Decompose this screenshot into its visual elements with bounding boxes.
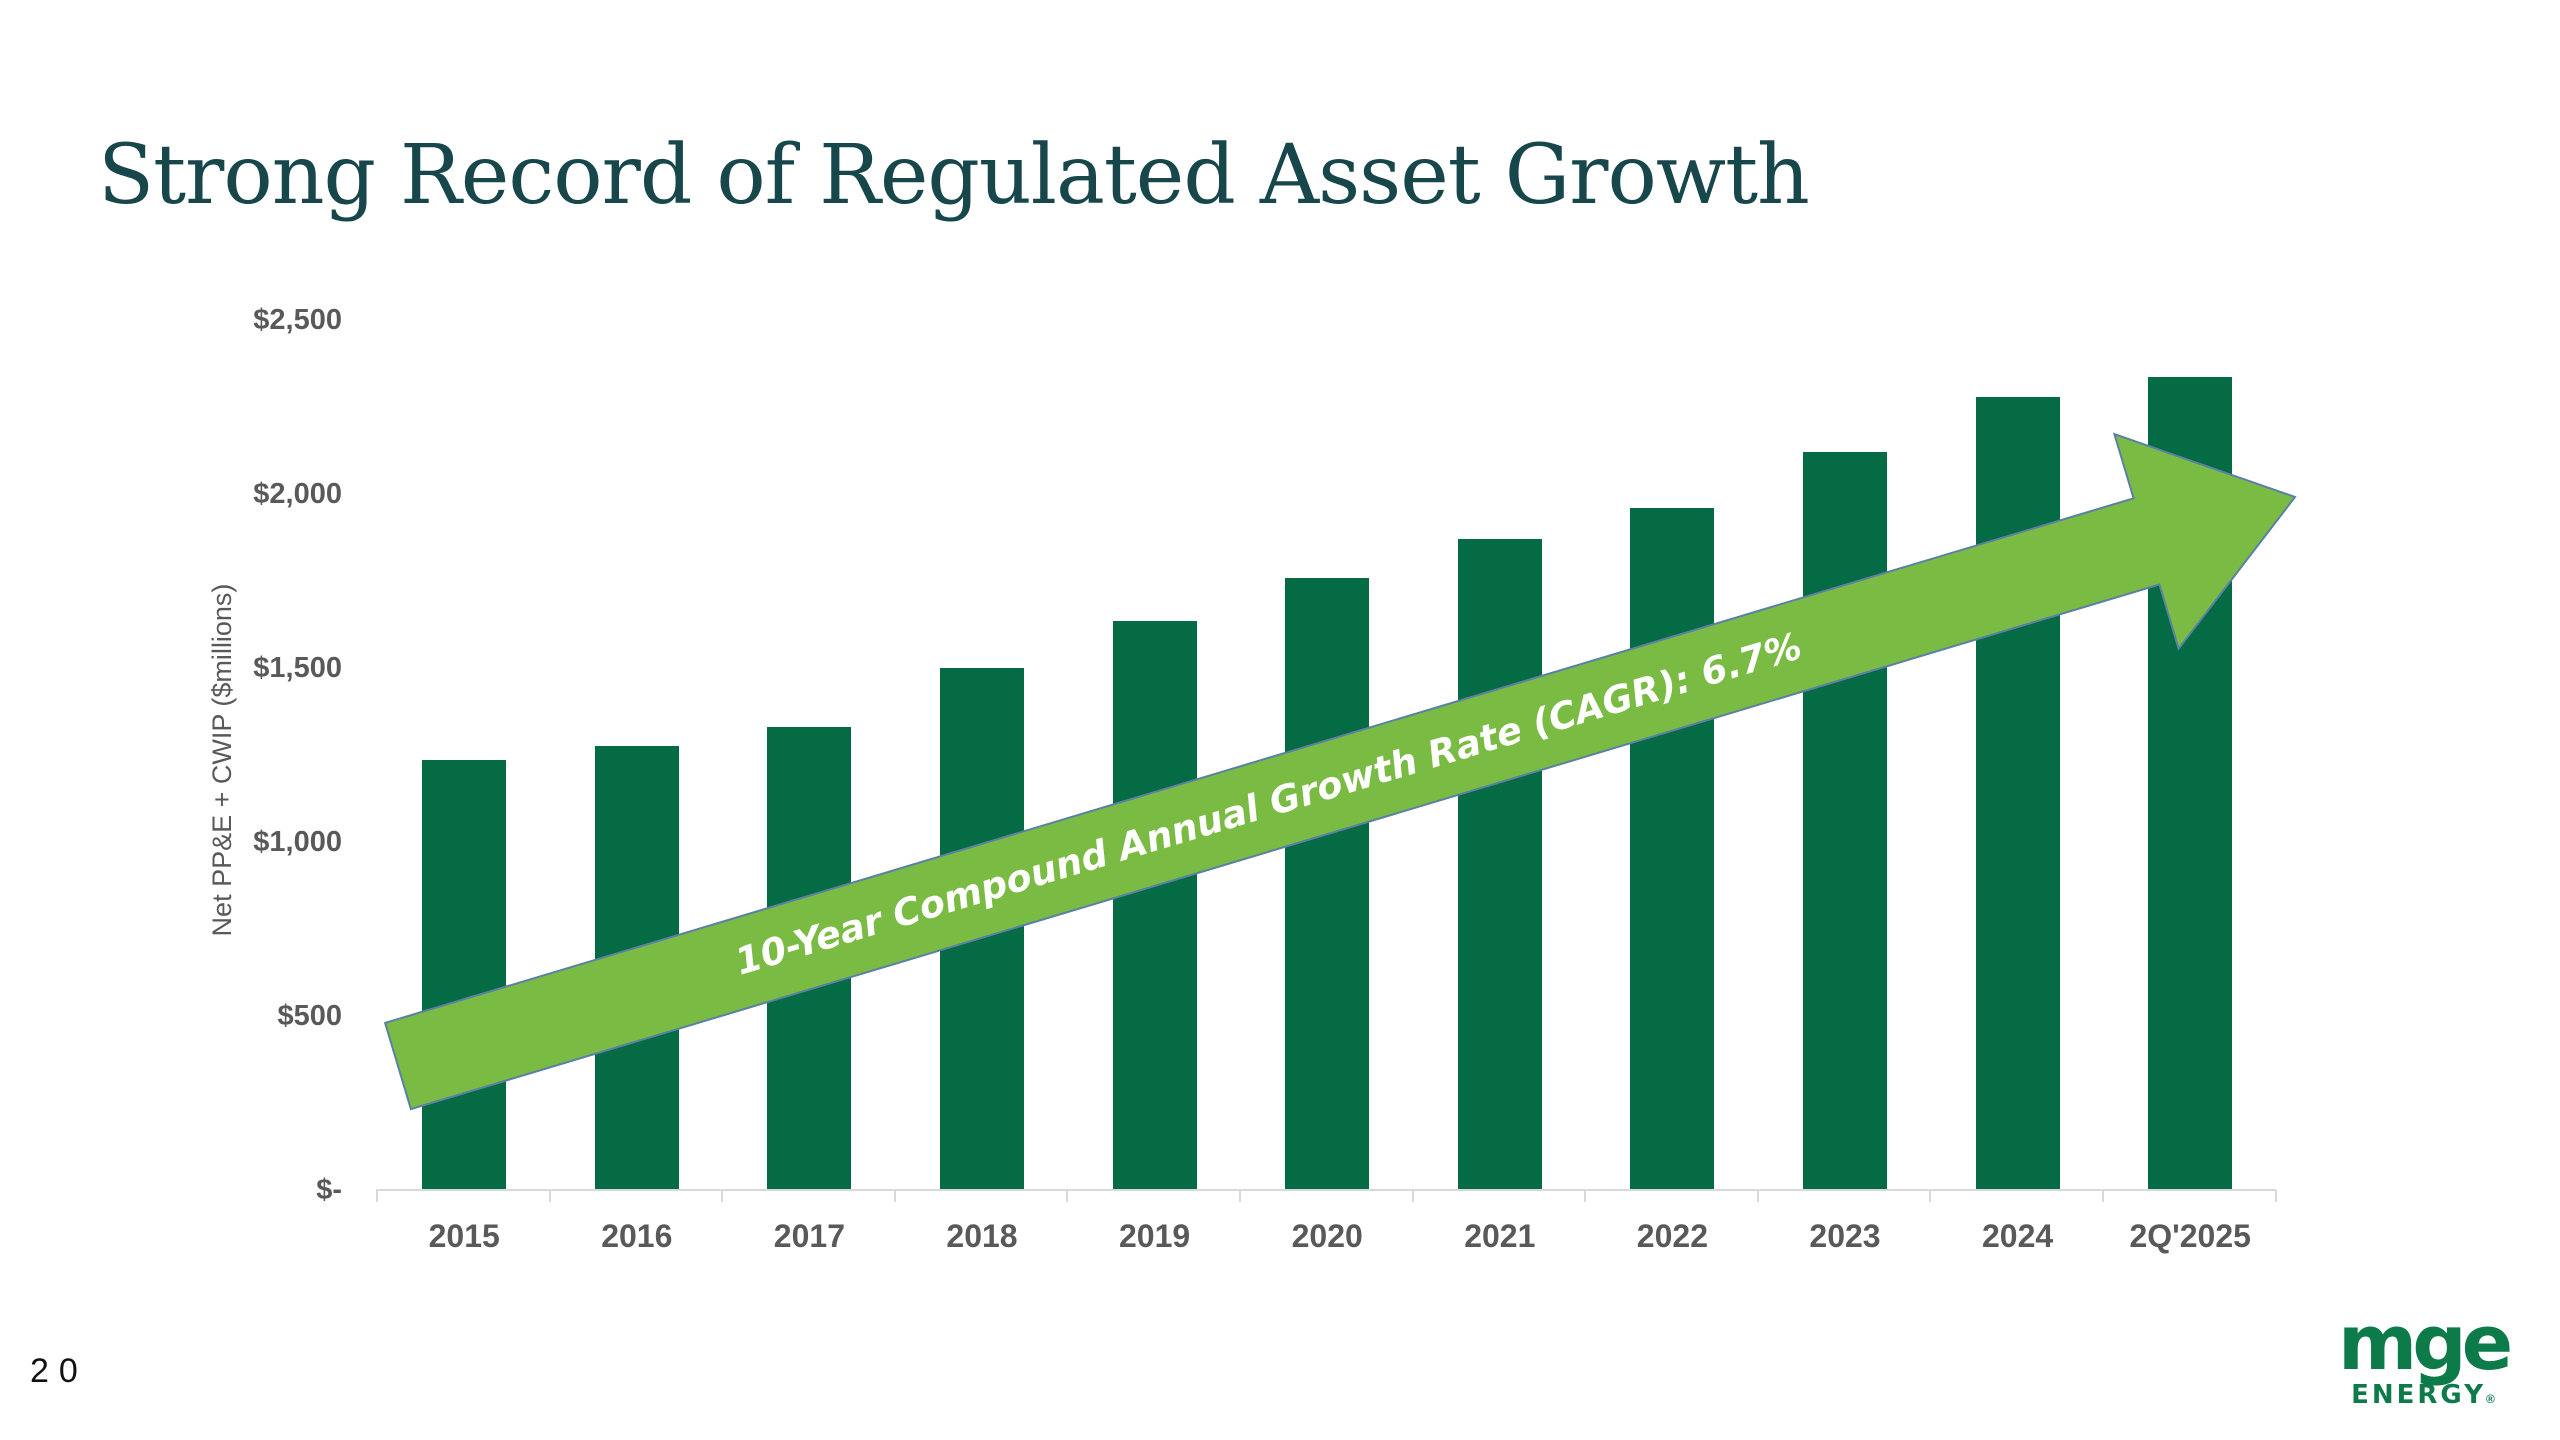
y-tick-label-0: $- bbox=[316, 1174, 342, 1206]
x-tick-label-2016: 2016 bbox=[601, 1218, 673, 1254]
x-axis-tick bbox=[721, 1190, 724, 1202]
x-axis-tick bbox=[548, 1190, 551, 1202]
x-tick-label-2019: 2019 bbox=[1119, 1218, 1191, 1254]
x-tick-label-2023: 2023 bbox=[1809, 1218, 1881, 1254]
bar-2020 bbox=[1285, 577, 1370, 1190]
x-axis-tick bbox=[893, 1190, 896, 1202]
bar-2016 bbox=[594, 746, 679, 1190]
energy-wordmark: ENERGY bbox=[2351, 1380, 2487, 1410]
x-tick-label-2020: 2020 bbox=[1291, 1218, 1363, 1254]
y-tick-label-1500: $1,500 bbox=[253, 652, 342, 684]
mge-energy-logo: mge ENERGY® bbox=[2338, 1298, 2513, 1411]
bar-2021 bbox=[1457, 539, 1542, 1190]
bar-2017 bbox=[767, 727, 852, 1190]
x-tick-label-2017: 2017 bbox=[773, 1218, 845, 1254]
bar-2024 bbox=[1975, 396, 2060, 1190]
x-tick-label-2Q'2025: 2Q'2025 bbox=[2129, 1218, 2251, 1254]
energy-row: ENERGY® bbox=[2338, 1380, 2508, 1410]
x-axis-tick bbox=[1584, 1190, 1587, 1202]
x-axis-tick bbox=[1411, 1190, 1414, 1202]
x-tick-label-2022: 2022 bbox=[1636, 1218, 1708, 1254]
x-axis-tick bbox=[2274, 1190, 2277, 1202]
y-tick-label-2000: $2,000 bbox=[253, 478, 342, 510]
mge-wordmark: mge bbox=[2338, 1298, 2513, 1387]
bar-2Q'2025 bbox=[2148, 377, 2233, 1190]
bar-2015 bbox=[422, 760, 507, 1190]
bar-2022 bbox=[1630, 507, 1715, 1190]
x-tick-label-2015: 2015 bbox=[428, 1218, 500, 1254]
bar-2019 bbox=[1112, 621, 1197, 1190]
y-tick-label-1000: $1,000 bbox=[253, 826, 342, 858]
x-axis-tick bbox=[1239, 1190, 1241, 1202]
x-axis-tick bbox=[376, 1190, 378, 1202]
x-axis-tick bbox=[1066, 1190, 1069, 1202]
x-axis-tick bbox=[1756, 1190, 1759, 1202]
x-axis-tick bbox=[2102, 1190, 2104, 1202]
page-number: 20 bbox=[30, 1352, 88, 1390]
x-tick-label-2021: 2021 bbox=[1464, 1218, 1536, 1254]
y-tick-label-2500: $2,500 bbox=[253, 304, 342, 336]
x-axis-line bbox=[376, 1189, 2276, 1191]
x-axis-tick bbox=[1929, 1190, 1932, 1202]
x-tick-label-2018: 2018 bbox=[946, 1218, 1018, 1254]
x-tick-label-2024: 2024 bbox=[1982, 1218, 2054, 1254]
y-axis-title: Net PP&E + CWIP ($millions) bbox=[207, 583, 237, 937]
slide-title: Strong Record of Regulated Asset Growth bbox=[98, 128, 1810, 223]
registered-mark-icon: ® bbox=[2486, 1392, 2495, 1406]
y-tick-label-500: $500 bbox=[277, 1000, 342, 1032]
bar-2018 bbox=[940, 668, 1024, 1190]
bar-2023 bbox=[1803, 452, 1887, 1190]
